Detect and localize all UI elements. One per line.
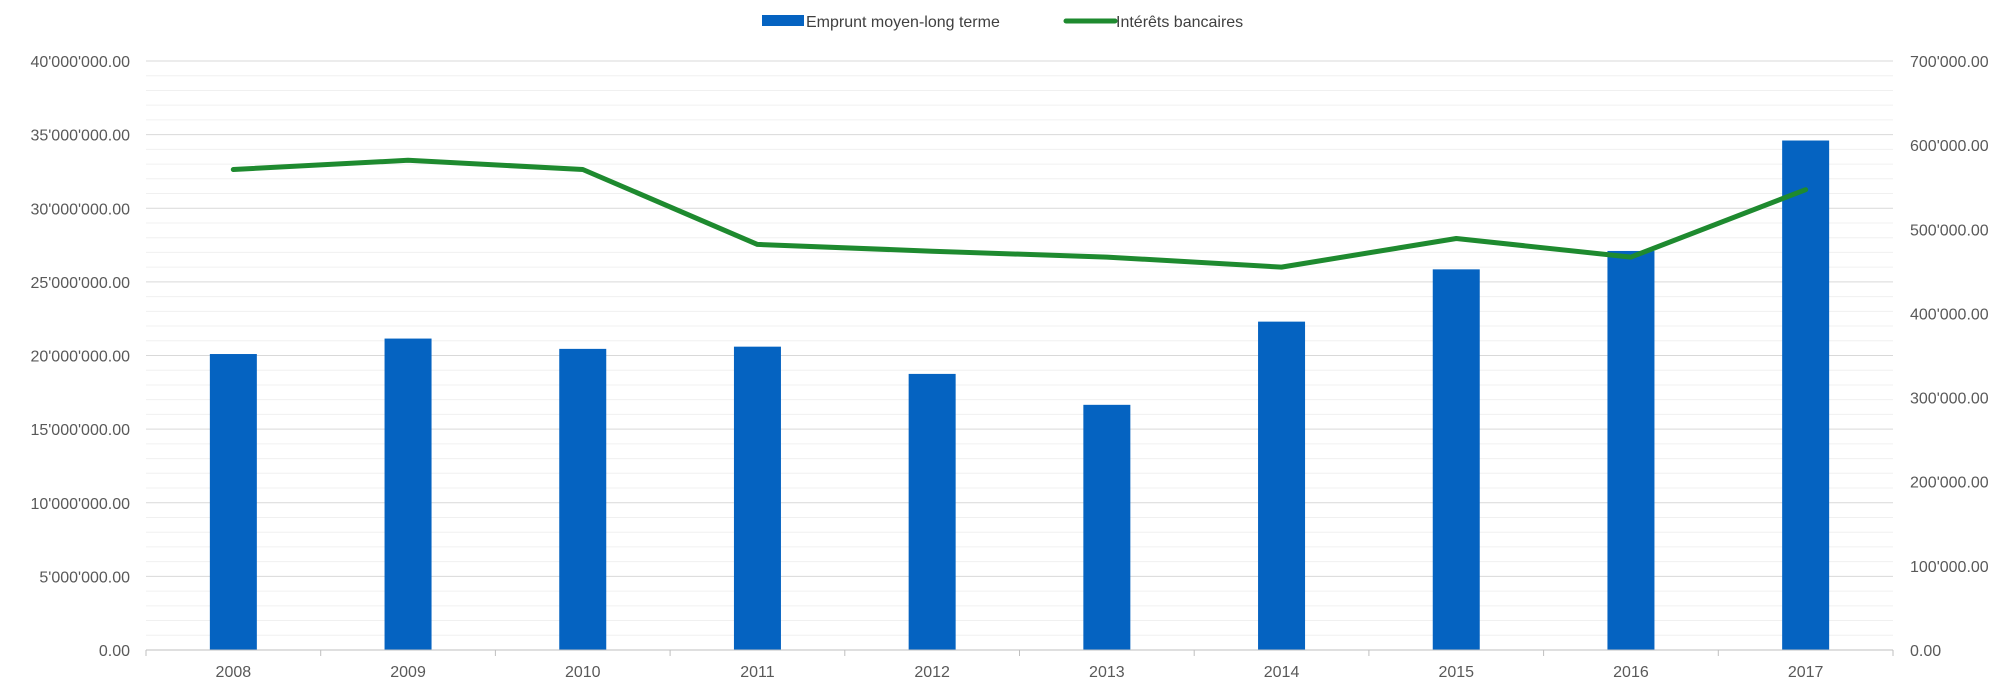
x-tick-label-2017: 2017 (1788, 664, 1824, 681)
y-right-tick-label: 300'000.00 (1910, 391, 1989, 408)
x-tick-label-2011: 2011 (740, 664, 775, 681)
x-tick-label-2015: 2015 (1438, 664, 1474, 681)
y-right-tick-label: 100'000.00 (1910, 559, 1989, 576)
legend-label-line: Intérêts bancaires (1116, 14, 1243, 31)
line-series (230, 157, 1809, 270)
y-axis-right: 0.00 100'000.00 200'000.00 300'000.00 400'00… (1910, 54, 1989, 660)
y-left-tick-label: 35'000'000.00 (30, 128, 130, 145)
y-left-tick-label: 25'000'000.00 (30, 275, 130, 292)
x-tick-label-2016: 2016 (1613, 664, 1649, 681)
x-tick-label-2012: 2012 (914, 664, 950, 681)
x-tick-label-2009: 2009 (390, 664, 426, 681)
legend-item-bars: Emprunt moyen-long terme (762, 14, 1000, 31)
legend-label-bars: Emprunt moyen-long terme (806, 14, 1000, 31)
y-right-tick-label: 700'000.00 (1910, 54, 1989, 71)
minor-gridlines (146, 75, 1893, 636)
y-right-tick-label: 600'000.00 (1910, 138, 1989, 155)
y-left-tick-label: 20'000'000.00 (30, 349, 130, 366)
series-line-interets (230, 157, 1809, 270)
legend-swatch-bars (762, 15, 804, 26)
y-right-tick-label: 0.00 (1910, 643, 1941, 660)
x-tick-label-2014: 2014 (1264, 664, 1300, 681)
legend: Emprunt moyen-long terme Intérêts bancai… (762, 14, 1243, 31)
bar-2012 (908, 373, 956, 650)
y-axis-left: 0.00 5'000'000.00 10'000'000.00 15'000'000.… (30, 54, 130, 660)
bar-2013 (1083, 404, 1131, 650)
y-left-tick-label: 0.00 (99, 643, 130, 660)
y-left-tick-label: 15'000'000.00 (30, 422, 130, 439)
bar-2010 (559, 348, 607, 650)
y-left-tick-label: 5'000'000.00 (39, 569, 130, 586)
bar-2011 (733, 346, 781, 650)
bar-2016 (1607, 250, 1655, 650)
x-tick-label-2010: 2010 (565, 664, 601, 681)
y-left-tick-label: 30'000'000.00 (30, 201, 130, 218)
major-gridlines (146, 60, 1893, 577)
bar-series (209, 140, 1830, 650)
bar-2015 (1432, 269, 1480, 650)
y-right-tick-label: 200'000.00 (1910, 475, 1989, 492)
bar-2014 (1258, 321, 1306, 650)
y-right-tick-label: 400'000.00 (1910, 306, 1989, 323)
x-axis: 2008 2009 2010 2011 2012 2013 2014 2015 2016 2017 (145, 649, 1894, 681)
bar-2009 (384, 338, 432, 650)
x-tick-label-2008: 2008 (216, 664, 252, 681)
bar-2017 (1782, 140, 1830, 650)
bar-2008 (209, 354, 257, 650)
x-tick-label-2013: 2013 (1089, 664, 1125, 681)
y-left-tick-label: 10'000'000.00 (30, 496, 130, 513)
legend-item-line: Intérêts bancaires (1063, 14, 1243, 31)
y-right-tick-label: 500'000.00 (1910, 222, 1989, 239)
y-left-tick-label: 40'000'000.00 (30, 54, 130, 71)
